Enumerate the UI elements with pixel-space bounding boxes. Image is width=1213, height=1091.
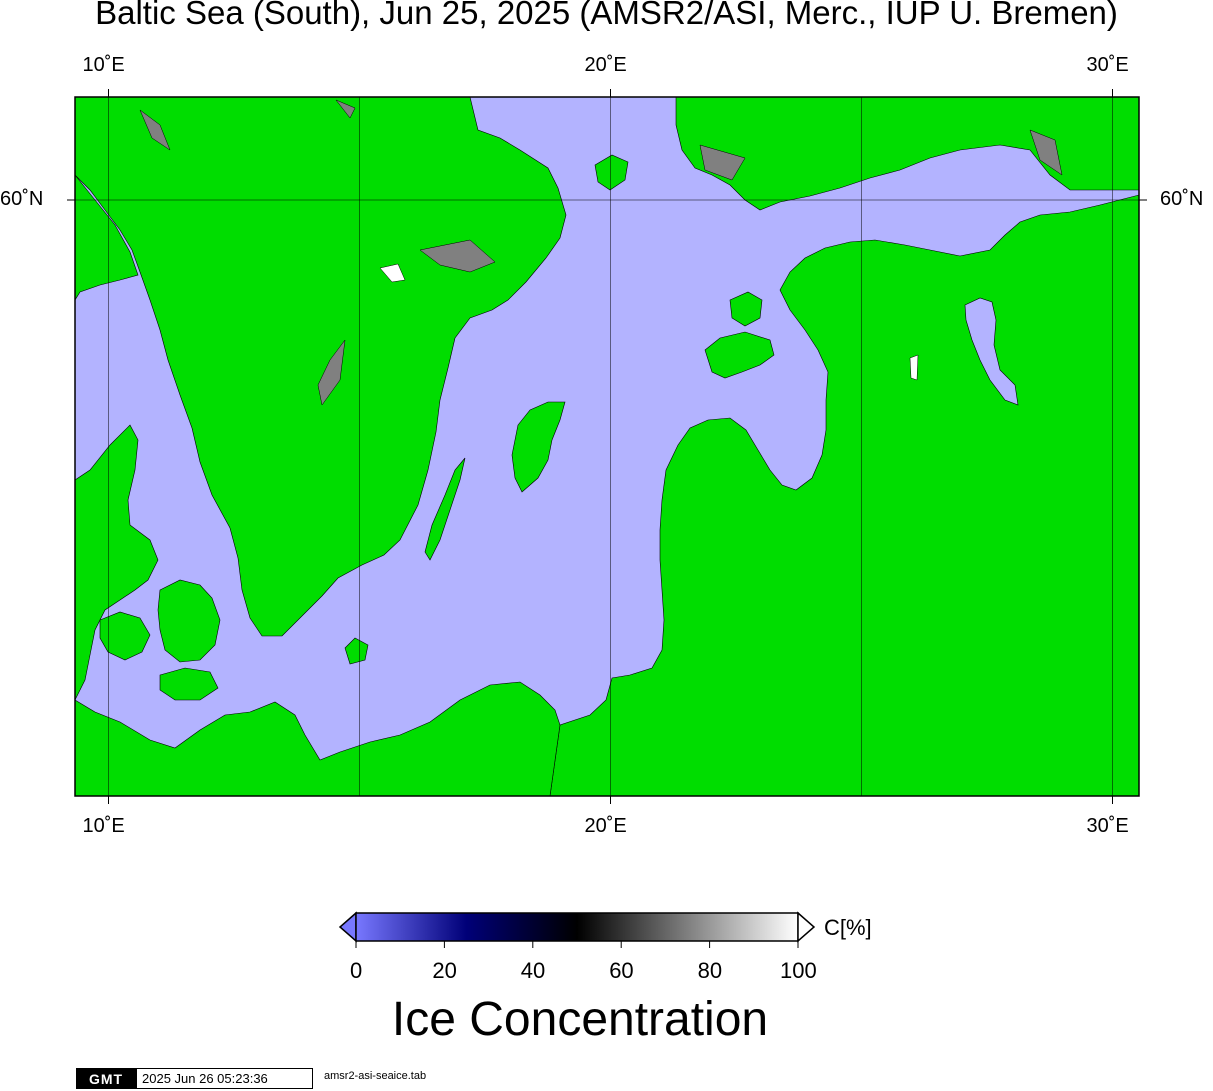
footer-filename: amsr2-asi-seaice.tab [324,1070,427,1082]
footer-timestamp: 2025 Jun 26 05:23:36 [136,1068,313,1089]
colorbar-under-arrow [338,911,357,943]
land-lolland [159,667,219,701]
land-scandinavia [75,97,567,637]
land-funen [99,611,151,661]
lon-tick-label-top: 10˚E [82,54,125,76]
map-title: Baltic Sea (South), Jun 25, 2025 (AMSR2/… [95,0,1118,31]
lon-tick-label-bottom: 20˚E [584,815,627,837]
graticule [75,97,1139,796]
lat-tick-label-left: 60˚N [0,188,44,210]
colorbar-tick-label: 100 [780,958,817,983]
frame-ticks [67,89,1147,804]
lon-tick-label-top: 20˚E [584,54,627,76]
land-zealand [157,579,221,663]
colorbar-ticks [355,941,799,948]
lon-tick-label-top: 30˚E [1086,54,1129,76]
colorbar-tick-label: 20 [432,958,457,983]
land-aland [594,154,629,191]
colorbar-tick-label: 40 [520,958,546,983]
land-hiiumaa [729,291,763,327]
lat-tick-label-right: 60˚N [1160,188,1204,210]
land-jutland [75,424,159,701]
map-area [75,97,1139,796]
map-frame [74,96,1140,797]
colorbar-title: Ice Concentration [391,993,769,1046]
land-finland [675,97,1139,211]
lon-tick-label-bottom: 30˚E [1086,815,1129,837]
colorbar-over-arrow [797,911,816,943]
colorbar-tick-label: 80 [697,958,723,983]
land-norway-coast [75,174,139,301]
land-gotland [511,401,566,493]
colorbar-tick-label: 0 [350,958,363,983]
no-data-cells [139,99,1063,406]
lon-tick-label-bottom: 10˚E [82,815,125,837]
colorbar-unit-label: C[%] [824,915,872,940]
colorbar-tick-label: 60 [609,958,634,983]
full-ice-cells [379,263,919,381]
land-bornholm [344,637,369,665]
colorbar-gradient [355,912,799,942]
colorbar [338,911,816,948]
lake-peipus [964,297,1019,406]
gmt-logo: GMT [76,1068,136,1089]
land-south-coast [75,681,561,796]
land-saaremaa [704,331,775,379]
land-oland [424,457,466,561]
